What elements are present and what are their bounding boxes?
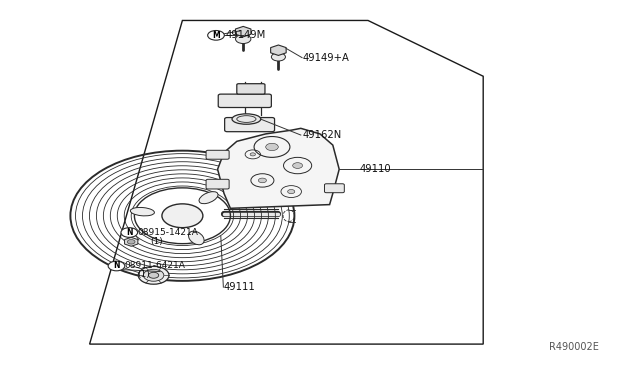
Text: 49162N: 49162N	[302, 130, 341, 140]
Circle shape	[287, 189, 295, 194]
Ellipse shape	[131, 208, 154, 216]
Circle shape	[121, 228, 138, 237]
Text: 49149+A: 49149+A	[302, 53, 349, 62]
Text: 49110: 49110	[360, 164, 391, 174]
Text: 08911-6421A: 08911-6421A	[125, 262, 186, 270]
FancyBboxPatch shape	[225, 118, 275, 132]
Circle shape	[127, 240, 135, 244]
Circle shape	[143, 269, 164, 281]
Text: 08915-1421A: 08915-1421A	[138, 228, 198, 237]
Circle shape	[236, 35, 251, 44]
FancyBboxPatch shape	[206, 150, 229, 159]
Polygon shape	[271, 45, 286, 55]
Text: 49111: 49111	[223, 282, 255, 292]
Text: (1): (1)	[150, 237, 163, 246]
Circle shape	[108, 261, 125, 271]
Circle shape	[292, 163, 303, 169]
Circle shape	[207, 31, 225, 40]
FancyBboxPatch shape	[324, 184, 344, 193]
Circle shape	[148, 272, 159, 278]
FancyBboxPatch shape	[206, 179, 229, 189]
Polygon shape	[125, 237, 138, 246]
Circle shape	[271, 53, 285, 61]
Circle shape	[250, 153, 255, 156]
Circle shape	[138, 266, 169, 284]
Polygon shape	[236, 26, 251, 37]
Circle shape	[162, 204, 203, 228]
Text: R490002E: R490002E	[548, 341, 598, 352]
Circle shape	[266, 143, 278, 151]
FancyBboxPatch shape	[218, 94, 271, 108]
FancyBboxPatch shape	[237, 84, 265, 94]
Ellipse shape	[232, 114, 261, 124]
Polygon shape	[218, 128, 339, 208]
Text: 49149M: 49149M	[225, 31, 266, 40]
Ellipse shape	[199, 192, 218, 204]
Text: N: N	[113, 262, 120, 270]
Text: N: N	[126, 228, 132, 237]
Ellipse shape	[189, 231, 204, 245]
Circle shape	[259, 178, 266, 183]
Text: M: M	[212, 31, 220, 40]
Text: (1): (1)	[138, 270, 150, 279]
